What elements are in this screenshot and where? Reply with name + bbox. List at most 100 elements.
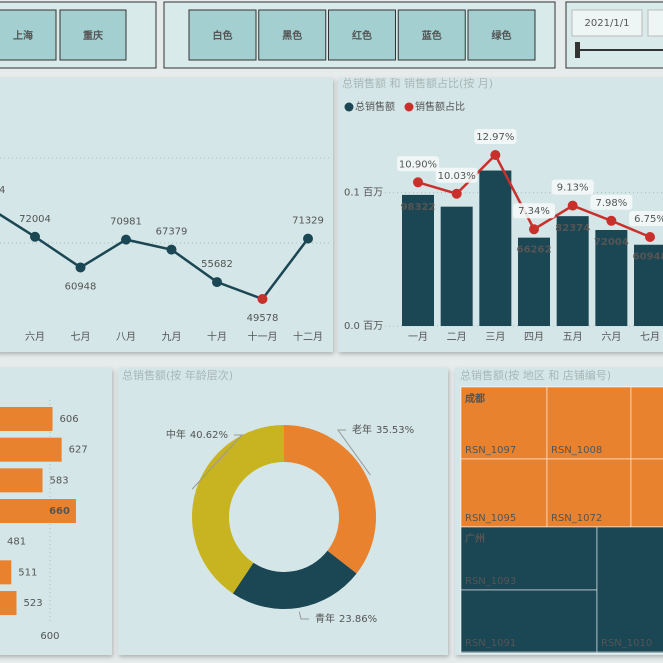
treemap-cell[interactable] bbox=[630, 386, 663, 460]
data-label: 511 bbox=[18, 567, 37, 578]
bar bbox=[556, 216, 589, 326]
data-label: 12.97% bbox=[476, 132, 514, 143]
treemap: RSN_1097 RSN_1008 RSN_1095 RSN_1072 成都 RSN_10… bbox=[460, 386, 663, 654]
point bbox=[413, 177, 423, 188]
bar bbox=[440, 206, 473, 326]
line-chart: 82374 72004 六月 60948 七月 70981 八月 67379 九月 55682 十月… bbox=[0, 185, 324, 343]
point bbox=[529, 224, 540, 235]
bar bbox=[0, 468, 43, 493]
date-box[interactable] bbox=[647, 9, 663, 37]
cell-label: RSN_1093 bbox=[465, 576, 516, 587]
bar bbox=[634, 244, 663, 326]
slice-label: 中年 40.62% bbox=[166, 428, 228, 441]
data-label: 82374 bbox=[0, 185, 5, 196]
leader-line bbox=[298, 611, 309, 620]
cell-label: RSN_1097 bbox=[465, 445, 516, 456]
slice-label: 老年 35.53% bbox=[352, 423, 414, 436]
point bbox=[212, 277, 222, 288]
slice-value: 23.86% bbox=[339, 614, 377, 625]
treemap-cell[interactable] bbox=[596, 526, 663, 653]
slicer-button[interactable] bbox=[467, 9, 536, 61]
point bbox=[30, 231, 40, 242]
bar bbox=[0, 499, 76, 524]
slicer-button[interactable] bbox=[59, 9, 127, 61]
slice-category: 老年 bbox=[352, 423, 372, 436]
slice-category: 中年 bbox=[166, 428, 186, 441]
slice-category: 青年 bbox=[315, 612, 335, 625]
slicer-label: 黑色 bbox=[282, 29, 302, 42]
treemap-cell[interactable] bbox=[630, 458, 663, 528]
label-bg bbox=[435, 167, 478, 183]
bar bbox=[595, 229, 628, 326]
label-bg bbox=[513, 203, 556, 219]
group-label: 成都 bbox=[465, 392, 485, 405]
slicer-button[interactable] bbox=[397, 9, 466, 61]
treemap-cell[interactable] bbox=[460, 386, 548, 460]
label-bg bbox=[590, 194, 633, 210]
x-tick-label: 十二月 bbox=[293, 330, 323, 343]
data-label: 7.98% bbox=[595, 198, 627, 209]
bar bbox=[479, 170, 512, 326]
data-label: 67379 bbox=[156, 227, 188, 238]
donut-panel bbox=[118, 368, 448, 655]
legend-marker bbox=[404, 102, 414, 112]
donut-chart: 老年 35.53% 青年 23.86% 中年 40.62% bbox=[166, 423, 414, 625]
date-box[interactable] bbox=[571, 9, 643, 37]
data-label: 82374 bbox=[555, 223, 590, 234]
bar bbox=[0, 437, 62, 462]
slicer-label: 蓝色 bbox=[422, 29, 442, 42]
data-label: 523 bbox=[23, 598, 42, 609]
slicer-button[interactable] bbox=[188, 9, 257, 61]
treemap-cell[interactable] bbox=[460, 589, 598, 653]
cell-label: RSN_1091 bbox=[465, 638, 516, 649]
data-label: 481 bbox=[7, 537, 26, 548]
data-label: 60948 bbox=[65, 281, 97, 292]
point bbox=[75, 262, 86, 273]
slicer-button[interactable] bbox=[328, 9, 396, 61]
slicer-button[interactable] bbox=[258, 9, 327, 61]
point bbox=[606, 215, 617, 226]
line bbox=[0, 213, 309, 301]
legend-label: 总销售额 bbox=[355, 100, 395, 113]
bar bbox=[402, 194, 434, 326]
x-tick-label: 九月 bbox=[162, 331, 182, 343]
hbar-chart: 600 606 627 583 660 481 511 523 bbox=[0, 400, 88, 642]
slicer-label: 绿色 bbox=[492, 29, 512, 42]
x-tick-label: 七月 bbox=[71, 331, 91, 343]
x-tick-label: 六月 bbox=[25, 331, 45, 343]
donut-slice bbox=[284, 425, 376, 574]
treemap-cell[interactable] bbox=[460, 526, 598, 591]
data-label: 72004 bbox=[19, 214, 51, 225]
point bbox=[645, 232, 656, 242]
x-tick-label: 三月 bbox=[485, 331, 505, 343]
donut-slice bbox=[192, 425, 284, 594]
label-bg bbox=[474, 129, 517, 144]
treemap-cell[interactable] bbox=[460, 458, 548, 528]
data-label: 10.03% bbox=[438, 171, 476, 182]
x-tick-label: 一月 bbox=[408, 331, 428, 343]
data-label: 55682 bbox=[201, 259, 233, 270]
y-tick-label: 0.0 百万 bbox=[344, 320, 383, 332]
data-label: 6.75% bbox=[634, 214, 663, 225]
slider-handle[interactable] bbox=[575, 42, 580, 58]
x-tick-label: 十月 bbox=[207, 330, 227, 343]
data-label: 7.34% bbox=[518, 206, 550, 217]
data-label: 627 bbox=[69, 445, 88, 456]
x-tick-label: 五月 bbox=[563, 331, 583, 343]
point bbox=[121, 234, 131, 245]
donut-title: 总销售额(按 年龄层次) bbox=[122, 368, 233, 382]
slice-label: 青年 23.86% bbox=[315, 612, 377, 625]
slice-value: 35.53% bbox=[376, 425, 414, 436]
leader-line bbox=[191, 434, 244, 490]
point bbox=[490, 150, 501, 160]
combo-chart: 0.0 百万 0.1 百万 总销售额 销售额占比 98322 一月 二月 三月 66262 四月 8… bbox=[344, 100, 663, 343]
slicer-button[interactable] bbox=[0, 9, 57, 61]
data-label: 72004 bbox=[594, 237, 629, 248]
treemap-cell[interactable] bbox=[546, 386, 632, 460]
line-panel bbox=[0, 78, 333, 352]
data-label: 583 bbox=[50, 475, 69, 486]
x-tick-label: 四月 bbox=[524, 331, 544, 343]
label-bg bbox=[397, 156, 439, 172]
